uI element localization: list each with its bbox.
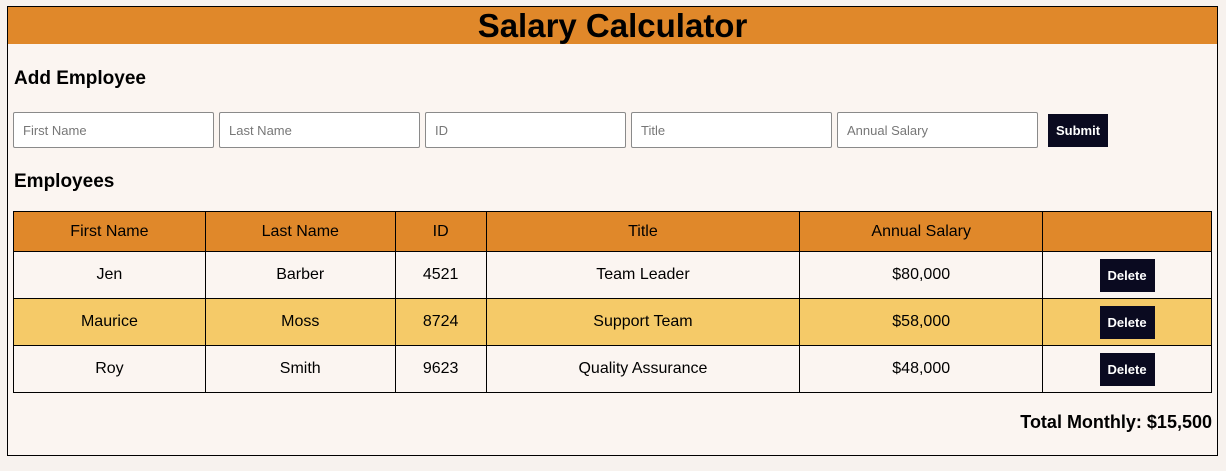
id-input[interactable] bbox=[425, 112, 626, 148]
column-header-first-name: First Name bbox=[13, 211, 206, 252]
last-name-input[interactable] bbox=[219, 112, 420, 148]
table-row: Jen Barber 4521 Team Leader $80,000 Dele… bbox=[13, 251, 1212, 299]
column-header-title: Title bbox=[485, 211, 801, 252]
cell-annual-salary: $80,000 bbox=[799, 251, 1044, 299]
delete-button[interactable]: Delete bbox=[1099, 258, 1155, 292]
table-row: Maurice Moss 8724 Support Team $58,000 D… bbox=[13, 298, 1212, 346]
app-frame: Salary Calculator Add Employee Submit Em… bbox=[7, 6, 1218, 456]
title-input[interactable] bbox=[631, 112, 832, 148]
cell-id: 9623 bbox=[394, 345, 487, 393]
app-header: Salary Calculator bbox=[8, 7, 1217, 44]
cell-title: Support Team bbox=[485, 298, 801, 346]
cell-id: 4521 bbox=[394, 251, 487, 299]
cell-title: Quality Assurance bbox=[485, 345, 801, 393]
column-header-id: ID bbox=[394, 211, 487, 252]
cell-last-name: Barber bbox=[204, 251, 396, 299]
cell-actions: Delete bbox=[1042, 251, 1212, 299]
column-header-actions bbox=[1042, 211, 1212, 252]
add-employee-form: Submit bbox=[13, 112, 1109, 148]
cell-annual-salary: $48,000 bbox=[799, 345, 1044, 393]
cell-last-name: Moss bbox=[204, 298, 396, 346]
total-monthly: Total Monthly: $15,500 bbox=[1020, 412, 1212, 432]
page-title: Salary Calculator bbox=[477, 7, 748, 44]
delete-button[interactable]: Delete bbox=[1099, 352, 1155, 386]
first-name-input[interactable] bbox=[13, 112, 214, 148]
submit-button[interactable]: Submit bbox=[1048, 113, 1109, 147]
cell-last-name: Smith bbox=[204, 345, 396, 393]
cell-actions: Delete bbox=[1042, 298, 1212, 346]
add-employee-heading: Add Employee bbox=[14, 68, 146, 89]
column-header-annual-salary: Annual Salary bbox=[799, 211, 1044, 252]
employees-table: First Name Last Name ID Title Annual Sal… bbox=[13, 211, 1212, 393]
cell-first-name: Roy bbox=[13, 345, 206, 393]
cell-title: Team Leader bbox=[485, 251, 801, 299]
cell-actions: Delete bbox=[1042, 345, 1212, 393]
delete-button[interactable]: Delete bbox=[1099, 305, 1155, 339]
cell-first-name: Maurice bbox=[13, 298, 206, 346]
column-header-last-name: Last Name bbox=[204, 211, 396, 252]
table-row: Roy Smith 9623 Quality Assurance $48,000… bbox=[13, 345, 1212, 393]
table-header-row: First Name Last Name ID Title Annual Sal… bbox=[13, 211, 1212, 252]
employees-heading: Employees bbox=[14, 171, 115, 192]
cell-first-name: Jen bbox=[13, 251, 206, 299]
cell-id: 8724 bbox=[394, 298, 487, 346]
annual-salary-input[interactable] bbox=[837, 112, 1038, 148]
cell-annual-salary: $58,000 bbox=[799, 298, 1044, 346]
